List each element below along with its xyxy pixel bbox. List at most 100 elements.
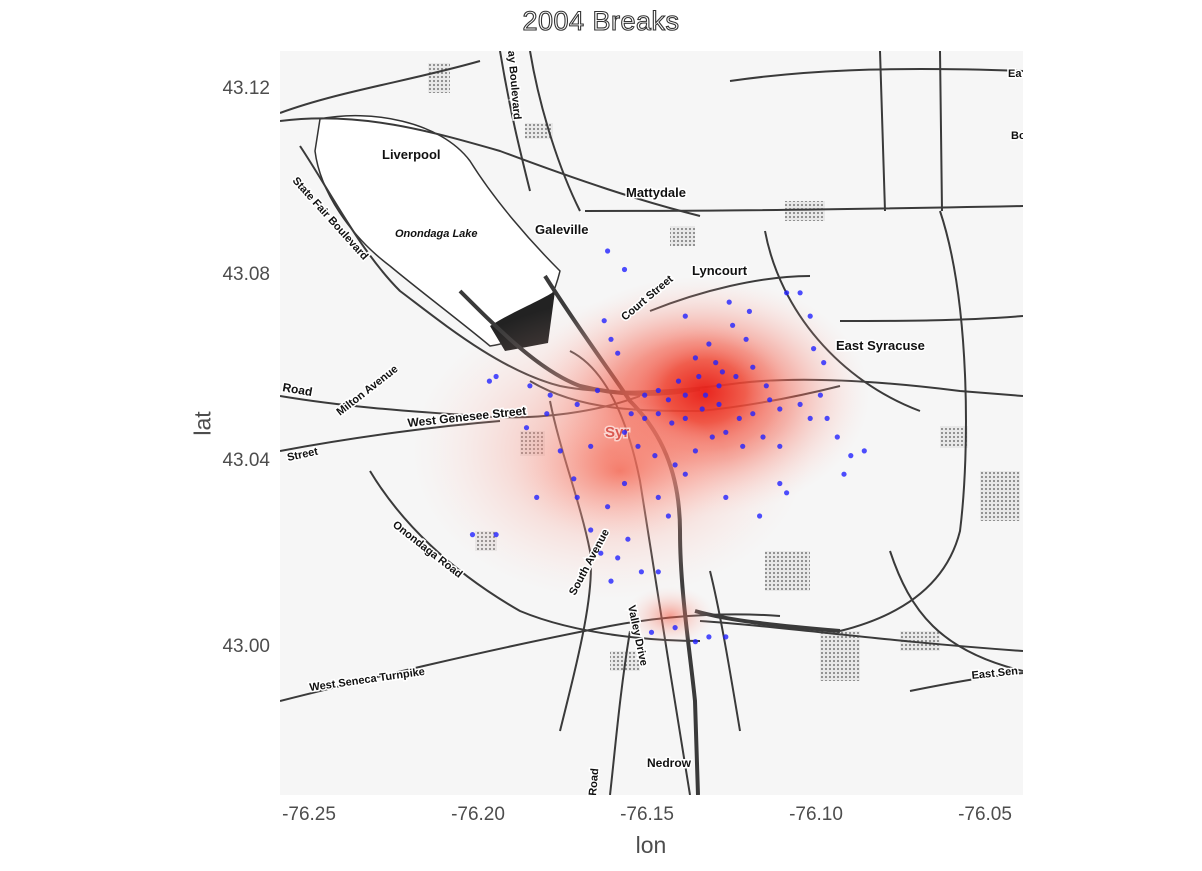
data-point (699, 406, 705, 412)
ytick-label: 43.08 (222, 264, 270, 285)
data-point (777, 406, 783, 412)
data-point (655, 411, 661, 417)
map-label-east-syracuse: East Syracuse (836, 338, 925, 353)
data-point (682, 415, 688, 421)
data-point (594, 387, 601, 394)
data-point (527, 383, 533, 389)
data-point (557, 448, 563, 454)
data-point (763, 383, 769, 389)
data-point (821, 360, 827, 366)
data-point (817, 392, 824, 398)
map-label-west-seneca-turnpike: West Seneca Turnpike (309, 666, 426, 694)
data-point (841, 471, 847, 477)
map-canvas: Liverpool Mattydale Galeville Onondaga L… (280, 51, 1023, 795)
data-point (655, 494, 661, 500)
data-point (469, 532, 476, 538)
data-point (706, 634, 712, 640)
data-point (777, 443, 783, 449)
data-point (726, 299, 732, 305)
xtick-label: -76.25 (282, 804, 336, 825)
chart-title: 2004 Breaks (522, 5, 680, 36)
data-point (767, 397, 773, 403)
data-point (692, 448, 698, 454)
data-point (625, 536, 631, 542)
data-point (682, 471, 688, 477)
data-point (672, 625, 678, 631)
data-point (655, 387, 661, 394)
data-point (534, 494, 540, 500)
data-point (797, 290, 803, 296)
data-point (638, 569, 644, 575)
data-point (665, 513, 671, 519)
data-point (588, 527, 594, 533)
data-point (608, 578, 614, 584)
map-label-syracuse: Syr (605, 424, 629, 441)
map-label-road-south: Road (587, 768, 601, 795)
data-point (682, 313, 688, 319)
map-label-onondaga-lake: Onondaga Lake (395, 228, 478, 240)
data-point (757, 513, 763, 519)
data-point (811, 346, 817, 352)
map-label-mattydale: Mattydale (626, 185, 686, 200)
map-label-east-seneca: East Sen (971, 665, 1019, 682)
data-point (824, 415, 830, 421)
data-point (797, 401, 803, 407)
data-point (675, 378, 682, 384)
data-point (655, 569, 661, 575)
data-point (706, 341, 712, 347)
data-point (635, 443, 641, 449)
data-point (760, 434, 766, 440)
data-point (730, 322, 736, 328)
map-label-bo: Bo (1011, 130, 1023, 142)
data-point (682, 392, 688, 398)
data-point (716, 401, 722, 407)
data-point (547, 392, 553, 398)
data-point (605, 504, 611, 510)
data-point (713, 360, 719, 366)
data-point (615, 555, 621, 561)
x-axis-title: lon (635, 832, 667, 858)
data-point (807, 313, 813, 319)
data-point (486, 378, 492, 384)
data-point (621, 266, 628, 273)
data-point (571, 476, 577, 482)
data-point (628, 411, 634, 417)
data-point (709, 434, 715, 440)
data-point (598, 550, 604, 556)
map-label-lyncourt: Lyncourt (692, 263, 748, 278)
data-point (615, 350, 621, 356)
data-point (696, 373, 702, 380)
data-point (848, 453, 854, 459)
data-point (702, 392, 709, 398)
density-heatmap (410, 276, 870, 646)
map-label-nedrow: Nedrow (647, 756, 692, 770)
xtick-label: -76.05 (958, 804, 1012, 825)
map-label-ea: Ea (1008, 68, 1022, 80)
data-point (784, 290, 790, 296)
data-point (750, 411, 756, 417)
data-point (605, 248, 611, 254)
map-panel[interactable]: Liverpool Mattydale Galeville Onondaga L… (280, 51, 1023, 795)
data-point (692, 639, 698, 645)
data-point (733, 373, 739, 380)
data-point (723, 494, 729, 500)
data-point (777, 480, 783, 487)
ytick-label: 43.12 (222, 78, 270, 99)
ytick-label: 43.04 (222, 450, 270, 471)
break-points (469, 248, 867, 645)
data-point (608, 336, 614, 342)
data-point (746, 308, 752, 314)
data-point (784, 490, 790, 496)
data-point (601, 318, 607, 324)
data-point (740, 443, 746, 449)
data-point (493, 373, 499, 380)
y-axis-title: lat (189, 411, 216, 436)
data-point (665, 397, 671, 403)
data-point (648, 629, 655, 635)
xtick-label: -76.15 (620, 804, 674, 825)
data-point (672, 462, 678, 468)
data-point (642, 415, 648, 421)
data-point (652, 453, 658, 459)
map-label-galeville: Galeville (535, 222, 588, 237)
map-label-road-west: Road (281, 380, 313, 399)
